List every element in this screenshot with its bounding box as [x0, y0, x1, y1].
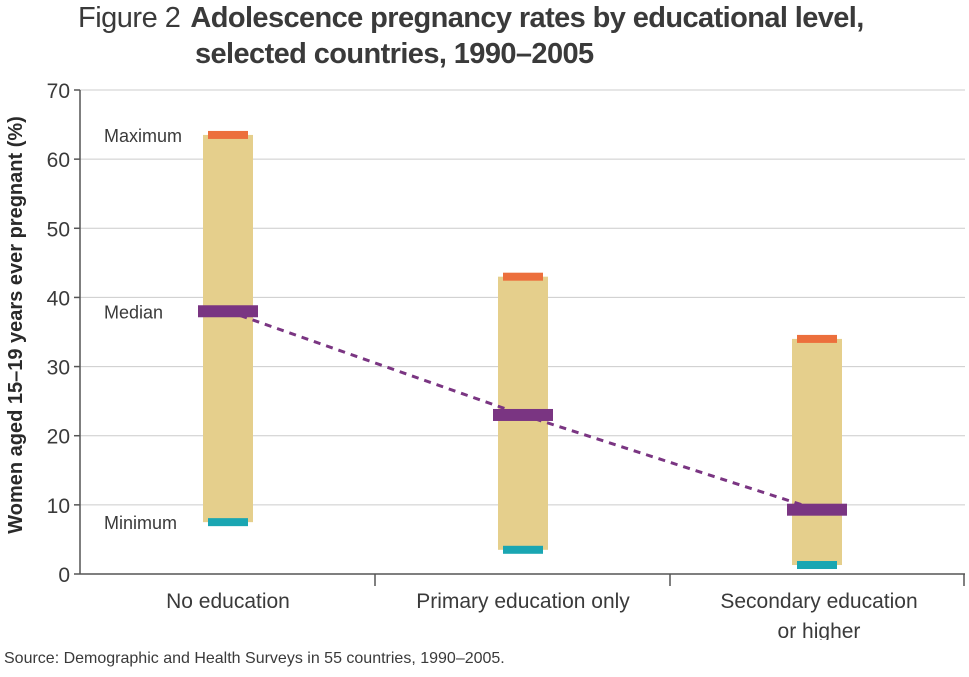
category-label-1: No education: [166, 590, 290, 613]
min-marker-3: [797, 561, 837, 570]
marker-key-labels: Maximum Median Minimum: [104, 126, 182, 533]
range-chart: 0 10 20 30 40 50 60 70 No education Primary educ…: [5, 80, 965, 640]
y-tick-label-10: 10: [47, 495, 70, 518]
y-tick-label-20: 20: [47, 426, 70, 449]
y-tick-label-70: 70: [47, 80, 70, 103]
y-axis: 0 10 20 30 40 50 60 70: [47, 80, 81, 587]
chart-title: Figure 2 Adolescence pregnancy rates by e…: [78, 0, 958, 72]
range-bar-3: [792, 338, 842, 566]
y-tick-label-40: 40: [47, 287, 70, 310]
max-marker-3: [797, 334, 837, 343]
key-label-max: Maximum: [104, 126, 182, 146]
min-marker-2: [503, 545, 543, 554]
range-bar-1: [203, 134, 253, 523]
median-marker-1: [198, 305, 258, 318]
y-axis-label: Women aged 15–19 years ever pregnant (%): [5, 116, 27, 534]
title-line-1: Adolescence pregnancy rates by education…: [190, 2, 864, 34]
title-line-2: selected countries, 1990–2005: [195, 38, 594, 70]
min-marker-1: [208, 518, 248, 527]
category-label-3-line-2: or higher: [778, 620, 861, 640]
category-label-2: Primary education only: [416, 590, 630, 613]
median-marker-2: [493, 408, 553, 421]
y-tick-label-30: 30: [47, 357, 70, 380]
key-label-min: Minimum: [104, 513, 177, 533]
max-marker-1: [208, 130, 248, 139]
markers: [198, 130, 847, 570]
median-marker-3: [787, 503, 847, 516]
y-tick-label-0: 0: [58, 564, 70, 587]
figure-label: Figure 2: [78, 2, 181, 34]
source-note: Source: Demographic and Health Surveys i…: [4, 650, 505, 667]
key-label-median: Median: [104, 302, 163, 322]
max-marker-2: [503, 272, 543, 281]
range-bars: [203, 134, 842, 566]
x-axis: No education Primary education only Second…: [80, 573, 965, 640]
y-tick-label-60: 60: [47, 149, 70, 172]
category-label-3: Secondary education: [720, 590, 917, 613]
y-tick-label-50: 50: [47, 218, 70, 241]
